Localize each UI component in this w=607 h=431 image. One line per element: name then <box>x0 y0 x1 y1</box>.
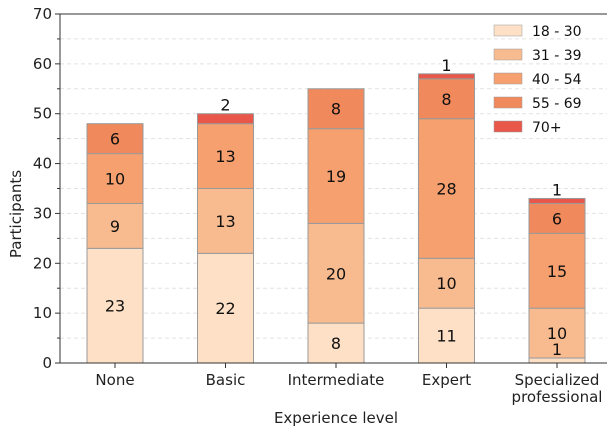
bar-segment <box>418 118 475 259</box>
segment-value-label: 13 <box>215 212 235 231</box>
bar-segment <box>528 197 586 204</box>
segment-value-label: 2 <box>220 96 230 115</box>
bar-segment <box>86 247 144 364</box>
y-tick-label: 60 <box>33 55 52 73</box>
bar-segment <box>307 128 365 224</box>
legend-label: 18 - 30 <box>532 24 582 40</box>
legend-item: 55 - 69 <box>493 96 582 112</box>
x-tick-label: Intermediate <box>288 371 385 389</box>
segment-value-label: 9 <box>110 217 120 236</box>
y-tick-label: 50 <box>33 105 52 123</box>
segment-value-label: 8 <box>331 334 341 353</box>
bar-segment <box>418 78 475 120</box>
bars <box>86 73 586 364</box>
y-tick-label: 10 <box>33 304 52 322</box>
legend-label: 55 - 69 <box>532 96 582 112</box>
segment-value-label: 1 <box>552 340 562 359</box>
legend-swatch <box>493 120 523 133</box>
x-tick-label: None <box>95 371 134 389</box>
segment-value-label: 23 <box>105 297 125 316</box>
legend-item: 70+ <box>493 120 562 136</box>
segment-value-label: 10 <box>547 324 567 343</box>
segment-value-label: 11 <box>436 327 456 346</box>
legend-label: 31 - 39 <box>532 48 582 64</box>
segment-value-label: 22 <box>215 299 235 318</box>
bar-segment <box>197 123 254 189</box>
legend-item: 18 - 30 <box>493 24 582 40</box>
axes: 0 10 20 30 40 50 60 70 None Basic Intermediate Expe… <box>33 5 607 406</box>
segment-value-label: 1 <box>552 180 562 199</box>
bar-segment <box>307 322 365 364</box>
segment-value-label: 6 <box>552 209 562 228</box>
bar-segment <box>307 88 365 130</box>
bar-segment <box>418 73 475 80</box>
legend-label: 40 - 54 <box>532 72 582 88</box>
x-axis-label: Experience level <box>274 409 398 427</box>
x-tick-label: Expert <box>422 371 471 389</box>
bar-segment <box>86 123 144 155</box>
y-tick-label: 30 <box>33 204 52 222</box>
legend-swatch <box>493 48 523 61</box>
bar-segment <box>418 257 475 309</box>
segment-value-label: 15 <box>547 262 567 281</box>
segment-value-label: 10 <box>436 274 456 293</box>
segment-value-label: 1 <box>441 56 451 75</box>
bar-segment <box>197 188 254 254</box>
segment-value-label: 10 <box>105 170 125 189</box>
bar-segment <box>528 307 586 359</box>
legend-swatch <box>493 96 523 109</box>
bar-segment <box>86 202 144 249</box>
bar-segment <box>197 252 254 364</box>
bar-segment <box>197 113 254 125</box>
segment-value-label: 8 <box>331 100 341 119</box>
bar-segment <box>528 232 586 309</box>
legend-item: 31 - 39 <box>493 48 582 64</box>
segment-value-label: 13 <box>215 147 235 166</box>
y-tick-label: 40 <box>33 155 52 173</box>
y-tick-label: 70 <box>33 5 52 23</box>
x-tick-label: Basic <box>206 371 246 389</box>
segment-value-label: 6 <box>110 130 120 149</box>
legend-label: 70+ <box>532 120 562 136</box>
legend-item: 40 - 54 <box>493 72 582 88</box>
y-tick-label: 0 <box>42 354 52 372</box>
segment-value-label: 8 <box>441 90 451 109</box>
bar-segment <box>307 222 365 324</box>
legend-swatch <box>493 24 523 37</box>
x-tick-label: Specialized professional <box>512 371 603 406</box>
segment-value-label: 28 <box>436 180 456 199</box>
segment-value-label: 19 <box>326 167 346 186</box>
legend-swatch <box>493 72 523 85</box>
y-tick-label: 20 <box>33 254 52 272</box>
y-axis-label: Participants <box>7 170 25 258</box>
legend: 18 - 30 31 - 39 40 - 54 55 - 69 70+ <box>493 24 582 136</box>
segment-value-label: 20 <box>326 264 346 283</box>
